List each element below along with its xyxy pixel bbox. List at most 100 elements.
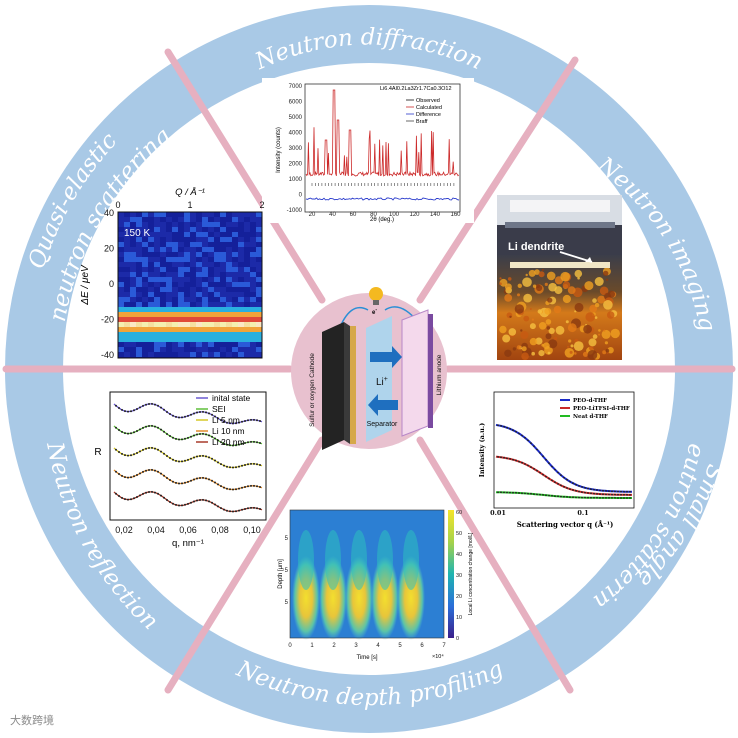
qens-cell	[202, 322, 208, 327]
reflectivity-point	[160, 406, 162, 409]
qens-cell	[172, 307, 178, 312]
qens-cell	[256, 242, 262, 247]
reflectivity-point	[136, 452, 138, 454]
qens-cell	[130, 262, 136, 267]
sans-point	[554, 481, 556, 484]
qens-cell	[154, 337, 160, 342]
reflectivity-point	[256, 419, 258, 422]
qens-cell	[196, 252, 202, 257]
qens-cell	[160, 342, 166, 347]
reflectivity-point	[235, 510, 237, 513]
sans-point	[500, 425, 502, 427]
center-battery: e- Li+ Separator Sulfur or oxygen Cathod…	[291, 287, 447, 450]
reflection-xtick: 0,08	[211, 525, 229, 535]
sans-point	[593, 492, 595, 495]
qens-cell	[148, 212, 154, 217]
qens-cell	[118, 222, 124, 227]
qens-cell	[208, 322, 214, 327]
dendrite-blob	[516, 345, 522, 350]
qens-cell	[148, 272, 154, 277]
sans-point	[524, 436, 526, 439]
qens-cell	[124, 237, 130, 242]
qens-ytick: -40	[101, 350, 114, 360]
depth-ctick: 30	[456, 573, 462, 579]
sans-point	[572, 496, 574, 499]
depth-xtick: 1	[310, 643, 314, 649]
reflectivity-point	[259, 442, 261, 444]
sans-point	[587, 496, 589, 499]
qens-cell	[196, 232, 202, 237]
qens-cell	[238, 232, 244, 237]
reflectivity-point	[259, 508, 261, 510]
reflectivity-point	[205, 433, 207, 436]
dendrite-blob	[529, 308, 532, 310]
qens-cell	[124, 312, 130, 317]
qens-cell	[208, 262, 214, 267]
qens-cell	[238, 257, 244, 262]
reflectivity-point	[133, 453, 135, 456]
qens-cell	[202, 277, 208, 282]
qens-cell	[238, 337, 244, 342]
reflectivity-point	[136, 496, 138, 498]
qens-cell	[256, 347, 262, 352]
dendrite-blob	[504, 283, 512, 291]
reflection-legend-label: Li 5 nm	[212, 415, 240, 425]
qens-cell	[136, 287, 142, 292]
qens-cell	[172, 312, 178, 317]
dendrite-blob	[601, 329, 611, 339]
qens-cell	[220, 342, 226, 347]
reflectivity-point	[139, 450, 141, 453]
qens-cell	[154, 342, 160, 347]
reflectivity-point	[232, 466, 234, 469]
qens-cell	[130, 252, 136, 257]
qens-cell	[154, 247, 160, 252]
dendrite-blob	[504, 349, 512, 357]
reflectivity-point	[160, 450, 162, 453]
qens-cell	[232, 262, 238, 267]
reflectivity-point	[145, 425, 147, 428]
qens-cell	[154, 322, 160, 327]
qens-cell	[190, 272, 196, 277]
sans-point	[497, 491, 499, 494]
depth-peak-tail	[351, 530, 367, 590]
qens-cell	[154, 347, 160, 352]
sans-point	[518, 492, 520, 494]
qens-cell	[214, 307, 220, 312]
depth-ctick: 60	[456, 510, 462, 516]
qens-cell	[154, 252, 160, 257]
sans-point	[509, 458, 511, 460]
dendrite-blob	[589, 304, 598, 313]
qens-cell	[232, 252, 238, 257]
sans-point	[587, 492, 589, 494]
reflectivity-point	[232, 488, 234, 491]
sans-point	[551, 479, 553, 482]
diffraction-ytick: 2000	[289, 162, 303, 168]
dendrite-blob	[546, 326, 551, 330]
dendrite-blob	[605, 348, 610, 353]
reflectivity-point	[187, 502, 189, 505]
qens-cell	[250, 302, 256, 307]
qens-cell	[256, 247, 262, 252]
sans-point	[590, 488, 592, 490]
qens-cell	[142, 332, 148, 337]
dendrite-blob	[502, 334, 511, 343]
qens-cell	[220, 302, 226, 307]
qens-cell	[214, 332, 220, 337]
qens-cell	[250, 232, 256, 237]
dendrite-blob	[592, 298, 597, 303]
qens-cell	[196, 262, 202, 267]
reflectivity-point	[253, 462, 255, 465]
qens-cell	[136, 312, 142, 317]
qens-cell	[220, 282, 226, 287]
sans-curves	[495, 423, 632, 499]
qens-cell	[178, 237, 184, 242]
dendrite-blob	[574, 269, 583, 278]
reflectivity-point	[184, 459, 186, 462]
depth-peak-tail	[325, 530, 341, 590]
reflectivity-point	[217, 483, 219, 486]
qens-cell	[136, 282, 142, 287]
dendrite-blob	[570, 344, 574, 348]
qens-cell	[118, 247, 124, 252]
reflectivity-point	[139, 472, 141, 475]
reflectivity-point	[148, 469, 150, 471]
